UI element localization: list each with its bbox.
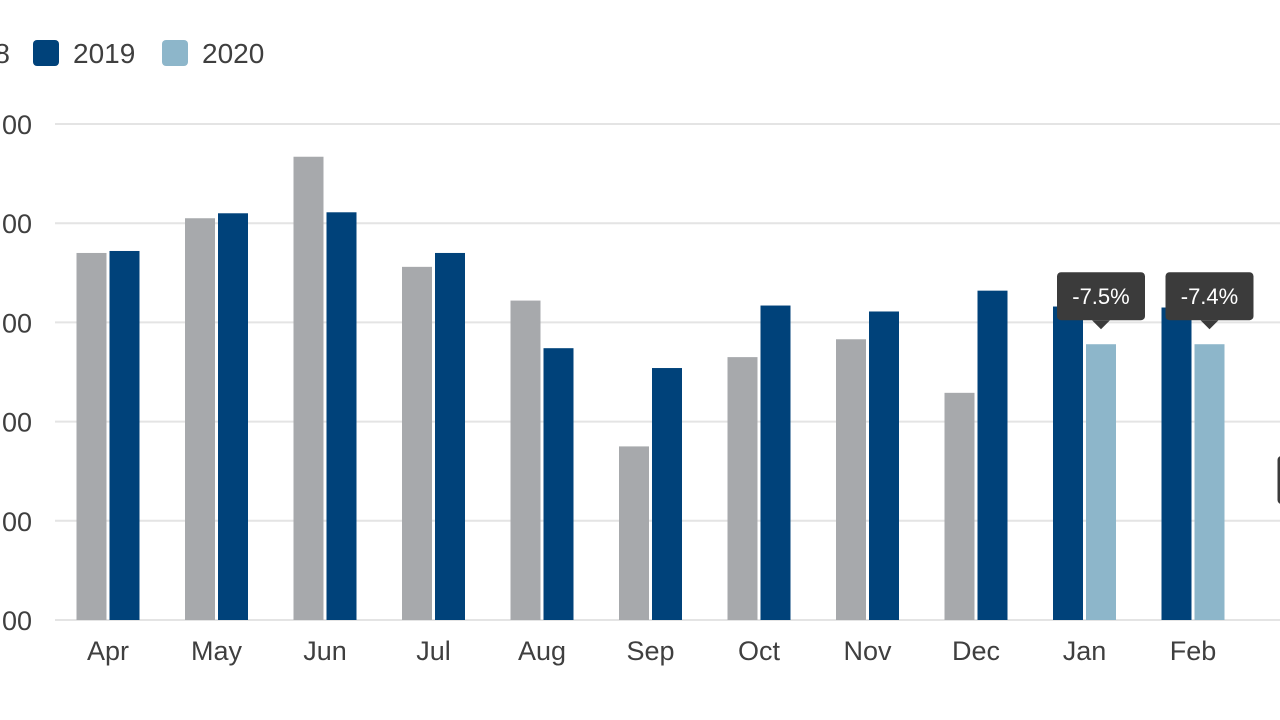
bar-nov-2019[interactable] [869,311,899,620]
bar-jan-2019[interactable] [1053,306,1083,620]
bar-oct-2019[interactable] [760,305,791,620]
tooltip-box [1057,272,1145,321]
legend-label-2020[interactable]: 2020 [202,38,264,69]
annotation-tooltip: -5 [1277,456,1280,504]
tooltip-pointer [1092,320,1110,330]
x-tick-label: Dec [952,636,1000,666]
annotation-tooltip: -7.4% [1165,272,1254,330]
x-tick-label: Oct [738,636,781,666]
bar-oct-8[interactable] [727,357,758,620]
bar-dec-2019[interactable] [977,290,1008,620]
bar-nov-8[interactable] [836,339,866,620]
bar-apr-8[interactable] [76,252,107,620]
tooltip-label: -7.5% [1072,284,1129,309]
y-tick-label: 00 [2,507,32,537]
bar-may-8[interactable] [185,218,215,621]
tooltip-pointer [1200,320,1219,330]
bar-aug-8[interactable] [510,300,541,620]
y-tick-label: 00 [2,308,32,338]
x-tick-label: Sep [626,636,674,666]
bar-jun-2019[interactable] [326,212,357,620]
bar-jun-8[interactable] [293,156,324,620]
y-axis-tick-labels: 00 00 00 00 00 00 [2,110,32,636]
x-axis-tick-labels: AprMayJunJulAugSepOctNovDecJanFebM [87,636,1217,666]
x-tick-label: Jun [303,636,347,666]
bar-apr-2019[interactable] [109,250,140,620]
x-tick-label: Feb [1170,636,1217,666]
bar-dec-8[interactable] [944,392,975,620]
bar-feb-2020[interactable] [1194,344,1225,620]
x-tick-label: May [191,636,243,666]
legend-label-2019[interactable]: 2019 [73,38,135,69]
x-tick-label: Jan [1063,636,1107,666]
annotation-tooltip: -7.5% [1057,272,1145,330]
x-tick-label: Apr [87,636,129,666]
legend-swatch-2019[interactable] [33,40,59,66]
legend-label-8[interactable]: 8 [0,38,10,69]
bar-jul-8[interactable] [402,266,432,620]
bar-sep-2019[interactable] [652,368,682,620]
bar-feb-2019[interactable] [1161,307,1192,620]
tooltip-box [1165,272,1254,321]
legend: 8 2019 2020 [0,38,264,69]
x-tick-label: Aug [518,636,566,666]
bar-may-2019[interactable] [218,213,248,620]
x-tick-label: Nov [843,636,892,666]
bars [76,156,1225,621]
tooltip-label: -7.4% [1181,284,1238,309]
annotations: -7.5% -7.4% -5 [1057,272,1280,504]
y-tick-label: 00 [2,209,32,239]
bar-jan-2020[interactable] [1086,344,1116,620]
bar-sep-8[interactable] [619,446,649,620]
y-tick-label: 00 [2,606,32,636]
x-tick-label: Jul [416,636,451,666]
y-tick-label: 00 [2,110,32,140]
legend-swatch-2020[interactable] [162,40,188,66]
y-tick-label: 00 [2,408,32,438]
bar-jul-2019[interactable] [435,252,465,620]
bar-aug-2019[interactable] [543,348,574,620]
tooltip-box [1277,456,1280,504]
